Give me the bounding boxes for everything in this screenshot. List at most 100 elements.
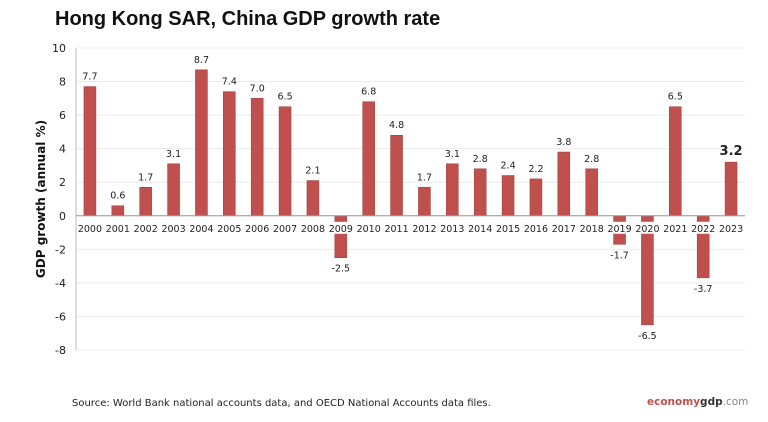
bar-2012 xyxy=(418,187,431,217)
x-label-background xyxy=(522,221,549,234)
data-label: 6.5 xyxy=(278,92,293,103)
y-tick-label: 0 xyxy=(59,210,66,223)
logo-part-gdp: gdp xyxy=(700,396,723,408)
data-label: 1.7 xyxy=(138,172,153,183)
x-tick-label: 2009 xyxy=(329,224,353,235)
x-label-background xyxy=(550,221,577,234)
data-label: 7.7 xyxy=(82,72,97,83)
x-label-background xyxy=(272,221,299,234)
x-tick-label: 2021 xyxy=(663,224,687,235)
y-axis-title: GDP growth (annual %) xyxy=(34,120,48,278)
x-tick-label: 2016 xyxy=(524,224,548,235)
x-label-background xyxy=(718,221,745,234)
x-label-background xyxy=(383,221,410,234)
x-tick-label: 2011 xyxy=(384,224,408,235)
data-label: 6.5 xyxy=(668,92,683,103)
x-tick-label: 2012 xyxy=(412,224,436,235)
x-tick-label: 2013 xyxy=(440,224,464,235)
bar-2018 xyxy=(585,168,598,217)
x-label-background xyxy=(216,221,243,234)
x-label-background xyxy=(411,221,438,234)
x-label-background xyxy=(299,221,326,234)
bar-2016 xyxy=(529,178,543,217)
data-label: -6.5 xyxy=(638,331,657,342)
x-tick-label: 2006 xyxy=(245,224,269,235)
x-label-background xyxy=(634,221,661,234)
bar-2002 xyxy=(139,187,152,217)
y-tick-label: -6 xyxy=(55,310,66,323)
y-tick-label: 8 xyxy=(59,76,66,89)
data-label: 0.6 xyxy=(110,191,125,202)
logo-part-com: .com xyxy=(722,396,749,408)
bar-2008 xyxy=(306,180,320,217)
x-label-background xyxy=(327,221,354,234)
x-label-background xyxy=(495,221,522,234)
x-label-background xyxy=(578,221,605,234)
data-label: 2.8 xyxy=(584,154,599,165)
y-tick-label: 4 xyxy=(59,143,66,156)
x-tick-label: 2007 xyxy=(273,224,297,235)
x-label-background xyxy=(467,221,494,234)
x-label-background xyxy=(132,221,159,234)
x-tick-label: 2010 xyxy=(357,224,381,235)
x-label-background xyxy=(188,221,215,234)
x-tick-label: 2017 xyxy=(552,224,576,235)
data-label: 3.2 xyxy=(720,144,743,159)
bar-2013 xyxy=(446,163,459,217)
data-label: 2.8 xyxy=(473,154,488,165)
bar-2000 xyxy=(83,86,97,217)
data-label: -2.5 xyxy=(332,264,351,275)
bar-2003 xyxy=(167,163,180,217)
y-tick-label: -8 xyxy=(55,344,66,357)
x-tick-label: 2022 xyxy=(691,224,715,235)
x-tick-label: 2004 xyxy=(189,224,213,235)
x-label-background xyxy=(439,221,466,234)
x-label-background xyxy=(104,221,131,234)
x-tick-label: 2005 xyxy=(217,224,241,235)
x-tick-label: 2014 xyxy=(468,224,492,235)
y-tick-label: -2 xyxy=(55,243,66,256)
x-tick-label: 2001 xyxy=(106,224,130,235)
data-label: 3.1 xyxy=(166,149,181,160)
x-label-background xyxy=(690,221,717,234)
x-tick-label: 2023 xyxy=(719,224,743,235)
data-label: 4.8 xyxy=(389,120,404,131)
data-label: -3.7 xyxy=(694,284,713,295)
x-label-background xyxy=(606,221,633,234)
data-label: 2.2 xyxy=(528,164,543,175)
y-tick-label: -4 xyxy=(55,277,66,290)
data-label: 6.8 xyxy=(361,87,376,98)
bar-2015 xyxy=(501,175,515,217)
bar-2007 xyxy=(278,106,292,217)
x-label-background xyxy=(355,221,382,234)
x-label-background xyxy=(76,221,103,234)
bar-2014 xyxy=(473,168,487,217)
chart-title: Hong Kong SAR, China GDP growth rate xyxy=(55,8,441,30)
data-label: 7.0 xyxy=(250,83,265,94)
bar-2004 xyxy=(195,69,208,217)
economygdp-logo: economygdp.com xyxy=(647,396,748,408)
data-label: 1.7 xyxy=(417,172,432,183)
y-tick-label: 2 xyxy=(59,176,66,189)
x-tick-label: 2020 xyxy=(635,224,659,235)
x-label-background xyxy=(160,221,187,234)
x-tick-label: 2002 xyxy=(134,224,158,235)
x-tick-label: 2018 xyxy=(580,224,604,235)
x-label-background xyxy=(244,221,271,234)
bar-2006 xyxy=(250,98,264,217)
bar-2011 xyxy=(390,134,403,217)
data-label: 2.4 xyxy=(501,161,516,172)
logo-part-economy: economy xyxy=(647,396,701,408)
bar-2021 xyxy=(669,106,682,217)
data-label: 3.1 xyxy=(445,149,460,160)
data-label: 3.8 xyxy=(556,137,571,148)
x-tick-label: 2015 xyxy=(496,224,520,235)
bar-2010 xyxy=(362,101,375,217)
y-tick-label: 6 xyxy=(59,109,66,122)
bar-2005 xyxy=(223,91,236,217)
bar-2001 xyxy=(111,205,125,217)
bar-2023 xyxy=(724,161,738,217)
x-tick-label: 2008 xyxy=(301,224,325,235)
